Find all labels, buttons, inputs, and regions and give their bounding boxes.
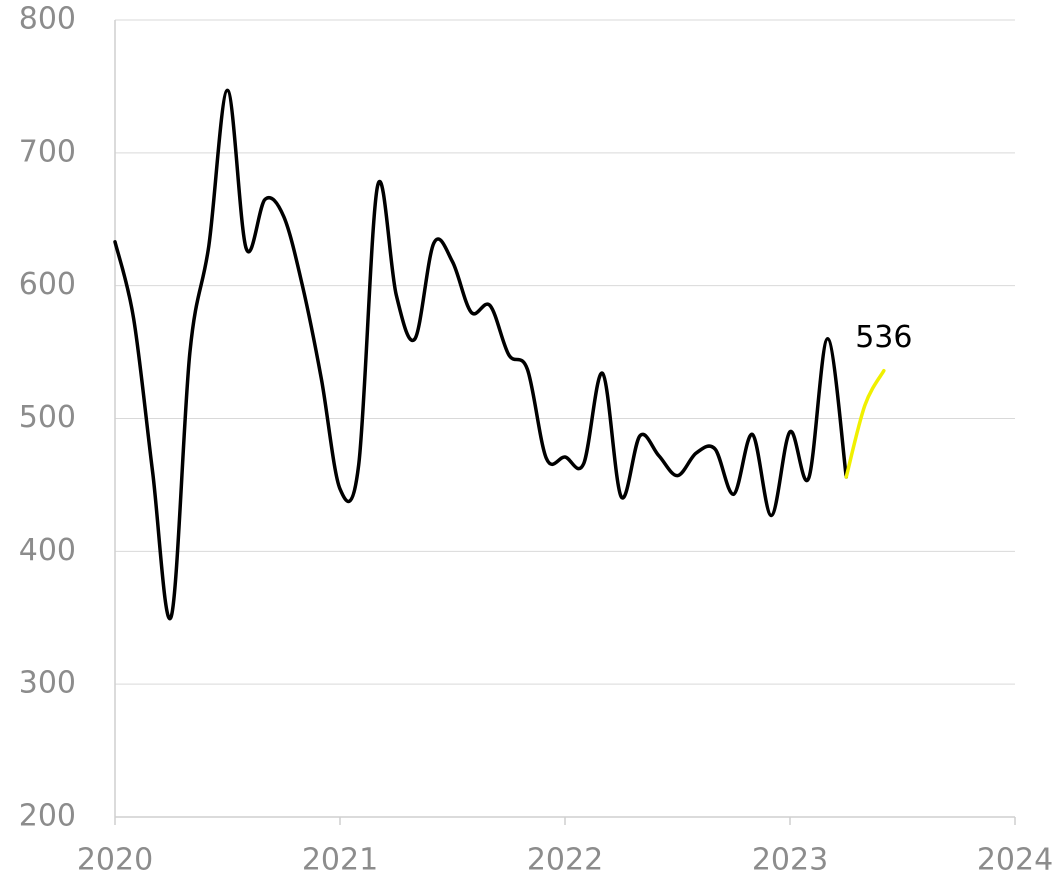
- line-series: [113, 88, 848, 621]
- y-tick-label: 700: [19, 134, 76, 169]
- x-tick-label: 2021: [302, 843, 378, 878]
- y-tick-label: 300: [19, 666, 76, 701]
- x-tick-label: 2020: [77, 843, 153, 878]
- line-series: [844, 368, 886, 479]
- y-tick-label: 200: [19, 799, 76, 834]
- x-tick-label: 2024: [977, 843, 1053, 878]
- y-tick-label: 400: [19, 533, 76, 568]
- x-tick-label: 2023: [752, 843, 828, 878]
- data-label: 536: [855, 320, 912, 355]
- y-tick-label: 600: [19, 267, 76, 302]
- y-tick-label: 500: [19, 400, 76, 435]
- y-tick-label: 800: [19, 2, 76, 37]
- x-tick-label: 2022: [527, 843, 603, 878]
